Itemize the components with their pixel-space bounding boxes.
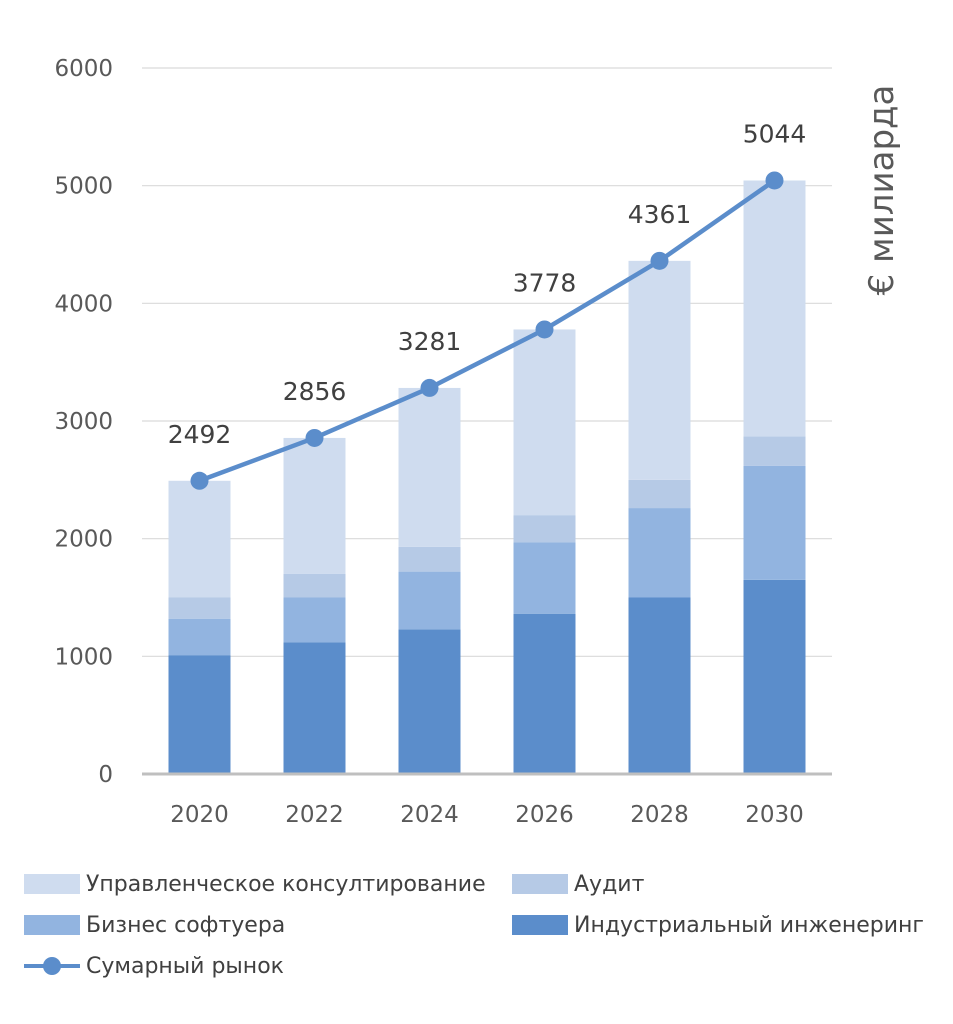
y-axis-ticks: 0 1000 2000 3000 4000 5000 6000 bbox=[54, 56, 113, 788]
x-tick-label: 2022 bbox=[285, 802, 344, 828]
total-market-polyline bbox=[198, 178, 776, 483]
bar-segment-4-2028 bbox=[628, 260, 691, 480]
bar-segment-1-2024 bbox=[398, 629, 461, 774]
legend-item-audit: Аудит bbox=[512, 866, 644, 902]
bar-segment-1-2028 bbox=[628, 597, 691, 774]
legend-item-management-consulting: Управленческое консултирование bbox=[24, 866, 486, 902]
data-label: 4361 bbox=[628, 200, 692, 229]
bar-segment-1-2026 bbox=[513, 613, 576, 774]
legend-line-marker bbox=[24, 956, 80, 976]
bar-segment-2-2026 bbox=[513, 542, 576, 614]
bar-segment-3-2024 bbox=[398, 546, 461, 572]
x-axis-ticks: 2020 2022 2024 2026 2028 2030 bbox=[170, 802, 804, 828]
bar-segment-2-2030 bbox=[743, 465, 806, 580]
data-label: 2492 bbox=[168, 420, 232, 449]
data-label: 3778 bbox=[513, 268, 577, 297]
bar-segment-4-2024 bbox=[398, 387, 461, 547]
bar-segment-2-2024 bbox=[398, 571, 461, 630]
legend-item-business-software: Бизнес софтуера bbox=[24, 907, 285, 943]
bar-segment-1-2022 bbox=[283, 642, 346, 774]
legend-swatch-audit bbox=[512, 874, 568, 894]
x-tick-label: 2024 bbox=[400, 802, 459, 828]
y-axis-label: € милиарда bbox=[862, 85, 902, 296]
bar-segment-2-2028 bbox=[628, 508, 691, 598]
total-market-line bbox=[190, 171, 784, 490]
bar-segment-3-2028 bbox=[628, 479, 691, 509]
x-tick-label: 2028 bbox=[630, 802, 689, 828]
total-market-point-2026 bbox=[535, 320, 554, 339]
bar-segment-4-2022 bbox=[283, 437, 346, 574]
total-market-point-2028 bbox=[650, 251, 669, 270]
legend-item-total-market: Сумарный рынок bbox=[24, 948, 284, 984]
bar-segment-1-2030 bbox=[743, 579, 806, 774]
legend: Управленческое консултирование Аудит Биз… bbox=[24, 862, 944, 1012]
bar-segment-4-2026 bbox=[513, 329, 576, 516]
y-tick-label: 5000 bbox=[54, 174, 113, 200]
legend-label: Управленческое консултирование bbox=[86, 871, 486, 897]
legend-label: Индустриальный инженеринг bbox=[574, 912, 924, 938]
y-tick-label: 0 bbox=[98, 762, 113, 788]
legend-swatch-management-consulting bbox=[24, 874, 80, 894]
legend-swatch-business-software bbox=[24, 915, 80, 935]
x-tick-label: 2030 bbox=[745, 802, 804, 828]
y-tick-label: 1000 bbox=[54, 644, 113, 670]
bar-segment-4-2030 bbox=[743, 180, 806, 437]
legend-label: Сумарный рынок bbox=[86, 953, 284, 979]
data-label: 3281 bbox=[398, 327, 462, 356]
bar-segment-2-2022 bbox=[283, 597, 346, 643]
bar-segment-2-2020 bbox=[168, 618, 231, 656]
bar-segment-3-2020 bbox=[168, 597, 231, 619]
data-labels: 2492 2856 3281 3778 4361 5044 bbox=[168, 119, 807, 448]
total-market-point-2024 bbox=[420, 378, 439, 397]
bar-segment-1-2020 bbox=[168, 655, 231, 774]
legend-item-industrial-engineering: Индустриальный инженеринг bbox=[512, 907, 924, 943]
y-tick-label: 3000 bbox=[54, 409, 113, 435]
bar-segment-3-2022 bbox=[283, 573, 346, 598]
total-market-point-2020 bbox=[190, 471, 209, 490]
bars bbox=[168, 180, 806, 774]
bar-segment-4-2020 bbox=[168, 480, 231, 598]
legend-label: Бизнес софтуера bbox=[86, 912, 286, 938]
x-tick-label: 2020 bbox=[170, 802, 229, 828]
legend-swatch-industrial-engineering bbox=[512, 915, 568, 935]
legend-label: Аудит bbox=[574, 871, 645, 897]
y-tick-label: 4000 bbox=[54, 291, 113, 317]
bar-segment-3-2030 bbox=[743, 436, 806, 466]
total-market-point-2030 bbox=[765, 171, 784, 190]
bar-segment-3-2026 bbox=[513, 515, 576, 543]
y-tick-label: 2000 bbox=[54, 527, 113, 553]
y-tick-label: 6000 bbox=[54, 56, 113, 82]
gridlines bbox=[142, 67, 832, 657]
data-label: 5044 bbox=[743, 119, 807, 148]
data-label: 2856 bbox=[283, 377, 347, 406]
x-tick-label: 2026 bbox=[515, 802, 574, 828]
total-market-point-2022 bbox=[305, 428, 324, 447]
